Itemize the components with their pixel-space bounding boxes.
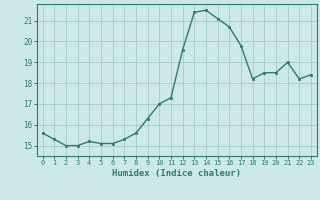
X-axis label: Humidex (Indice chaleur): Humidex (Indice chaleur) [112,169,241,178]
